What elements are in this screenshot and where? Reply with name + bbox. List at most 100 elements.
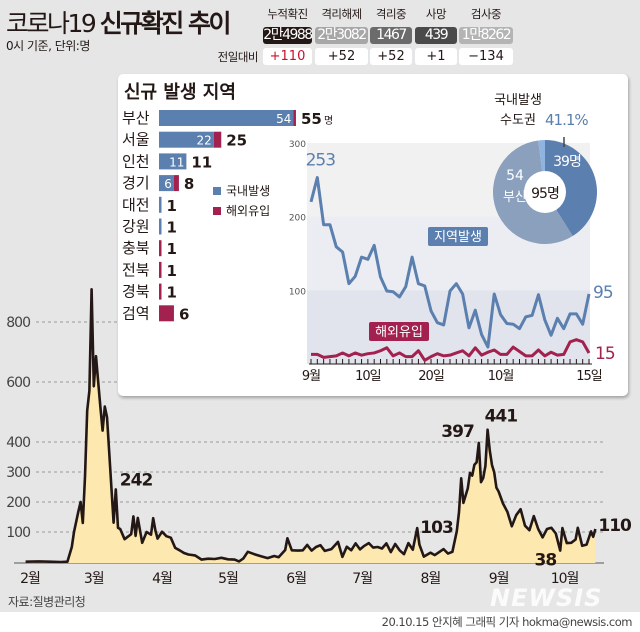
newsis-watermark: NEWSIS: [490, 584, 603, 612]
title-part: 코로나19: [6, 9, 100, 38]
y-tick-label: 600: [6, 375, 30, 391]
stat-diff: −134: [459, 48, 513, 65]
bar-domestic: [159, 153, 187, 170]
bar-value: 54: [276, 112, 291, 126]
cases-line: [25, 287, 597, 564]
pie-title: 국내발생: [494, 93, 542, 108]
line-label: 95: [593, 283, 613, 303]
bar-total: 1: [166, 219, 176, 237]
bar-value: 6: [164, 177, 172, 191]
series-tag: 지역발생: [434, 230, 482, 245]
x-tick-label: 8월: [421, 571, 441, 587]
x-tick-label: 20일: [418, 369, 444, 384]
page-title: 코로나19 신규확진 추이: [6, 4, 232, 40]
stat-label: 검사중: [470, 7, 502, 21]
bar-total: 6: [179, 305, 189, 323]
data-label: 242: [120, 470, 153, 490]
bar-unit: 명: [324, 115, 333, 127]
region-label: 강원: [122, 218, 150, 236]
region-label: 부산: [122, 109, 150, 127]
x-tick-label: 9월: [302, 369, 320, 384]
stat-diff: +1: [415, 48, 457, 65]
legend-swatch: [213, 187, 221, 195]
pie-slice-label: 54: [506, 168, 524, 184]
region-label: 서울: [122, 131, 150, 149]
bar-value: 22: [196, 134, 211, 148]
region-label: 경북: [122, 283, 150, 301]
region-label: 검역: [122, 304, 150, 322]
bar-total: 1: [167, 284, 177, 302]
bar-domestic: [159, 110, 294, 126]
line-label: 253: [306, 151, 336, 171]
legend-label: 해외유입: [226, 204, 270, 218]
bar-total: 11: [191, 153, 212, 171]
bar-domestic: [159, 131, 214, 148]
stat-label: 사망: [425, 7, 447, 21]
region-label: 충북: [122, 239, 150, 257]
series-tag-bg: [428, 227, 488, 246]
region-label: 대전: [122, 196, 150, 214]
y-tick-label: 100: [6, 525, 30, 541]
stat-value: 1467: [370, 27, 412, 44]
legend-swatch: [213, 207, 221, 215]
bar-total: 1: [166, 197, 176, 215]
bar-imported: [293, 110, 296, 126]
pie-slice: [545, 140, 597, 236]
x-tick-label: 10월: [551, 571, 579, 587]
data-label: 441: [485, 407, 518, 427]
region-label: 인천: [122, 152, 150, 170]
pie-slice-label: 부산: [503, 190, 527, 205]
bar-total: 1: [167, 240, 177, 258]
stat-label: 누적확진: [267, 7, 308, 21]
title-bold: 신규확진 추이: [99, 9, 232, 38]
stat-label: 격리중: [375, 7, 407, 21]
bar-imported: [159, 283, 162, 300]
pie-hole: [524, 171, 566, 213]
inset-panel: 신규 발생 지역 부산 54 55 명 서울 22 25 인천 11 11 경기 6 8 대전 1 강원 1 충북 1…: [118, 74, 628, 396]
series-tag: 해외유입: [375, 325, 423, 340]
x-tick-label: 15일: [576, 369, 602, 384]
y-tick-label: 800: [6, 315, 30, 331]
data-label: 38: [535, 551, 557, 571]
bar-imported: [159, 305, 174, 322]
region-label: 경기: [122, 174, 150, 192]
bar-total: 8: [184, 175, 194, 193]
stat-value: 2만3082: [315, 27, 368, 44]
bar-imported: [159, 261, 162, 278]
bar-imported: [213, 131, 222, 148]
pie-share: 41.1%: [545, 111, 588, 129]
y-tick-label: 300: [289, 140, 306, 150]
bar-imported: [173, 175, 179, 192]
bar-domestic: [159, 175, 174, 192]
bar-total: 25: [226, 132, 247, 150]
credit-text: 20.10.15 안지혜 그래픽 기자 hokma@newsis.com: [381, 615, 633, 629]
data-label: 110: [598, 516, 632, 536]
bar-value: 11: [169, 155, 184, 169]
x-tick-label: 2월: [20, 571, 40, 587]
region-label: 전북: [122, 261, 150, 279]
y-tick-label: 200: [289, 214, 306, 224]
stat-value: 1만8262: [459, 27, 513, 44]
bar-domestic: [159, 218, 162, 235]
stat-diff: +52: [315, 48, 368, 65]
x-tick-label: 4월: [152, 571, 172, 587]
subtitle: 0시 기준, 단위:명: [6, 39, 90, 53]
stat-label: 격리해제: [321, 7, 362, 21]
y-tick-label: 400: [6, 435, 30, 451]
diff-label: 전일대비: [217, 50, 259, 64]
bar-domestic: [159, 196, 162, 213]
series-tag-bg: [369, 322, 429, 341]
pie-slice-label: 39명: [553, 154, 581, 170]
bar-imported: [159, 240, 162, 257]
x-tick-label: 9월: [489, 571, 509, 587]
x-tick-label: 6월: [286, 571, 306, 587]
bar-total: 55: [301, 110, 322, 128]
pie-caption: 수도권: [500, 113, 536, 128]
data-label: 103: [420, 518, 453, 538]
x-tick-label: 10일: [355, 369, 381, 384]
inset-title: 신규 발생 지역: [124, 82, 236, 103]
x-tick-label: 5월: [218, 571, 238, 587]
area-fill: [25, 289, 596, 563]
stat-diff: +52: [370, 48, 412, 65]
